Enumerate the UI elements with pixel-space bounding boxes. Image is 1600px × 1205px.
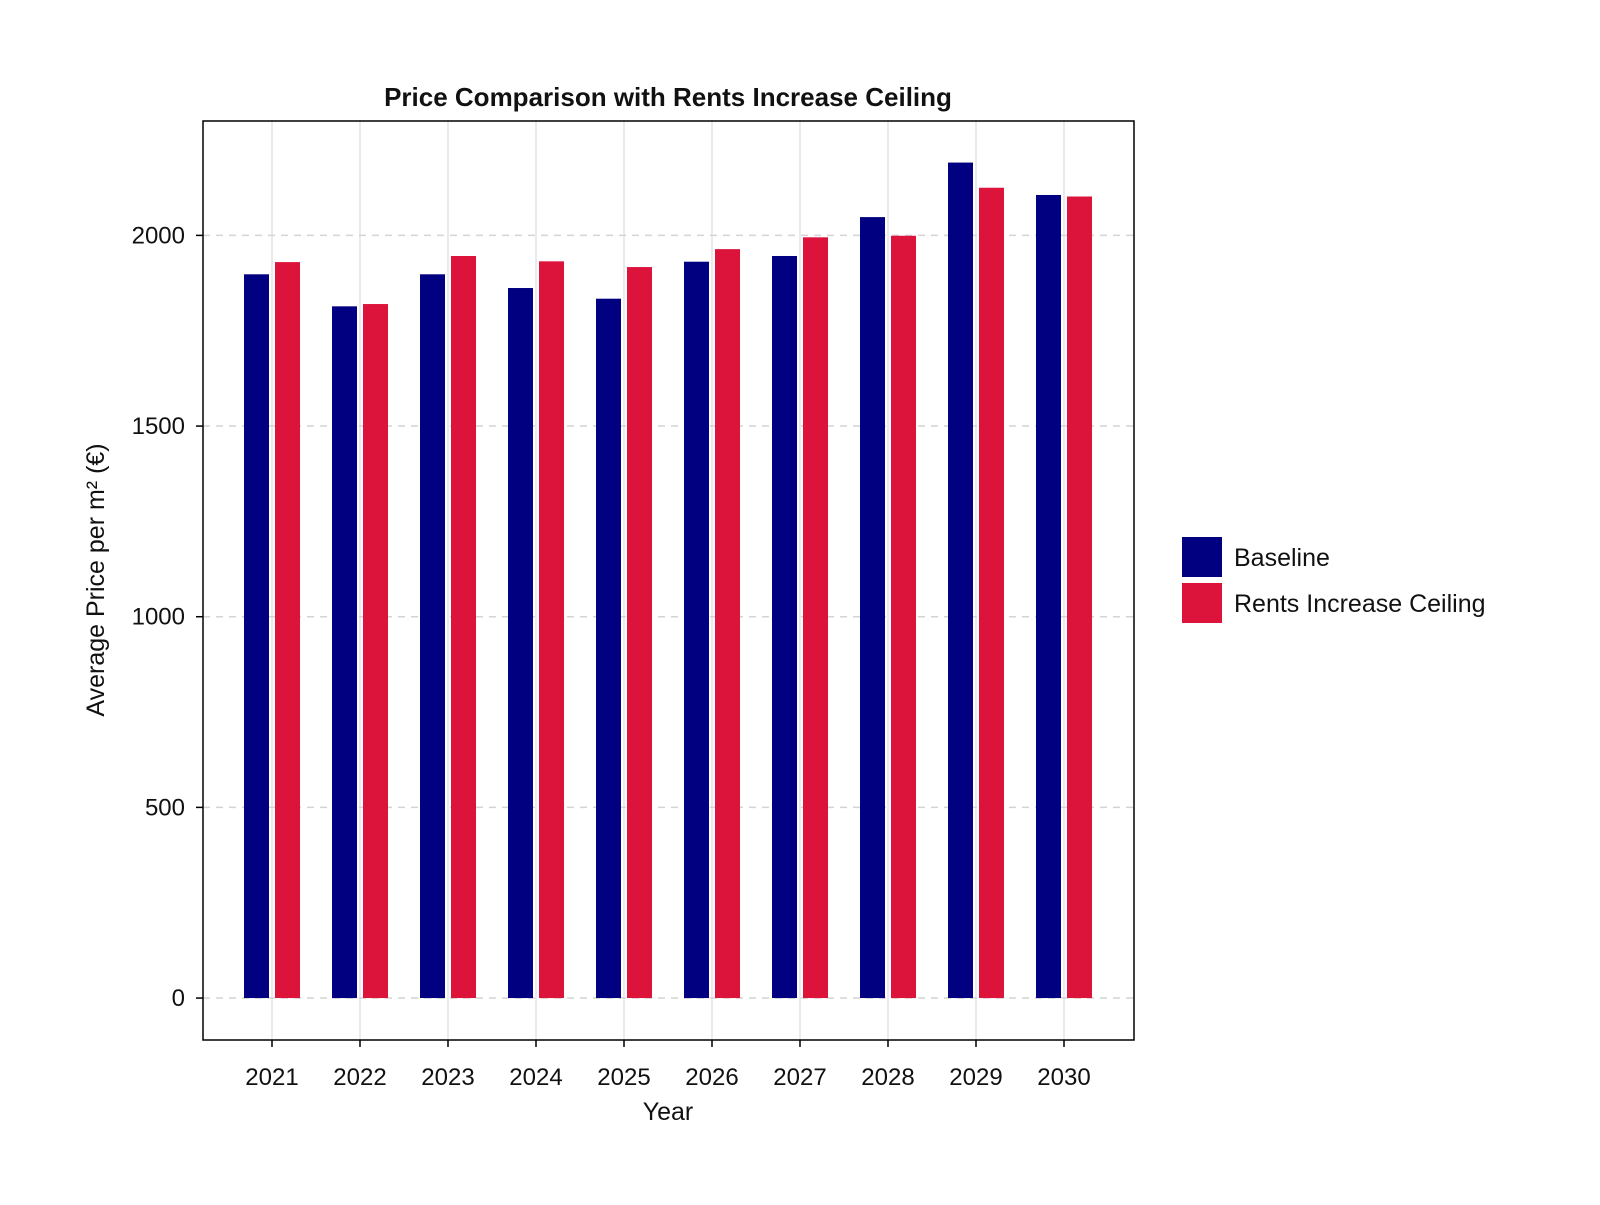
x-tick-label: 2023 — [421, 1064, 474, 1091]
bar-rents-increase-ceiling-2029 — [979, 187, 1004, 999]
bar-baseline-2025 — [596, 298, 621, 999]
bar-rents-increase-ceiling-2027 — [803, 237, 828, 999]
x-axis-label: Year — [643, 1098, 694, 1126]
plot-frame — [202, 120, 1135, 1041]
bar-rents-increase-ceiling-2021 — [275, 262, 300, 999]
bar-rents-increase-ceiling-2023 — [451, 255, 476, 999]
x-tick-label: 2026 — [685, 1064, 738, 1091]
x-tick-label: 2024 — [509, 1064, 562, 1091]
bar-baseline-2028 — [860, 217, 885, 999]
y-tick-label: 0 — [172, 985, 185, 1012]
bar-baseline-2022 — [332, 306, 357, 999]
legend-swatch — [1182, 583, 1222, 623]
grid-lines — [203, 121, 1134, 1040]
bar-baseline-2026 — [684, 261, 709, 999]
y-tick-label: 1500 — [132, 413, 185, 440]
bar-baseline-2029 — [948, 162, 973, 999]
bars — [244, 162, 1092, 999]
bar-rents-increase-ceiling-2024 — [539, 261, 564, 999]
legend-swatch — [1182, 537, 1222, 577]
x-axis-ticks: 2021 2022 2023 2024 2025 2026 2027 2028 2029 2030 — [245, 1040, 1091, 1091]
bar-rents-increase-ceiling-2030 — [1067, 196, 1092, 999]
legend-label: Rents Increase Ceiling — [1234, 590, 1486, 618]
legend-label: Baseline — [1234, 544, 1330, 572]
bar-rents-increase-ceiling-2026 — [715, 249, 740, 999]
y-tick-label: 500 — [145, 794, 185, 821]
legend: Baseline Rents Increase Ceiling — [1182, 537, 1486, 623]
bar-rents-increase-ceiling-2025 — [627, 267, 652, 999]
bar-baseline-2024 — [508, 288, 533, 999]
bar-baseline-2027 — [772, 255, 797, 999]
bar-rents-increase-ceiling-2028 — [891, 235, 916, 999]
y-tick-label: 1000 — [132, 604, 185, 631]
chart-title: Price Comparison with Rents Increase Cei… — [384, 82, 952, 112]
bar-baseline-2023 — [420, 274, 445, 999]
bar-rents-increase-ceiling-2022 — [363, 304, 388, 999]
bar-baseline-2021 — [244, 274, 269, 999]
x-tick-label: 2030 — [1037, 1064, 1090, 1091]
y-tick-label: 2000 — [132, 222, 185, 249]
x-tick-label: 2025 — [597, 1064, 650, 1091]
x-tick-label: 2022 — [333, 1064, 386, 1091]
x-tick-label: 2027 — [773, 1064, 826, 1091]
x-tick-label: 2021 — [245, 1064, 298, 1091]
y-axis-label: Average Price per m² (€) — [82, 443, 110, 716]
y-axis-ticks: 0 500 1000 1500 2000 — [132, 222, 203, 1012]
x-tick-label: 2028 — [861, 1064, 914, 1091]
x-tick-label: 2029 — [949, 1064, 1002, 1091]
bar-baseline-2030 — [1036, 194, 1061, 999]
